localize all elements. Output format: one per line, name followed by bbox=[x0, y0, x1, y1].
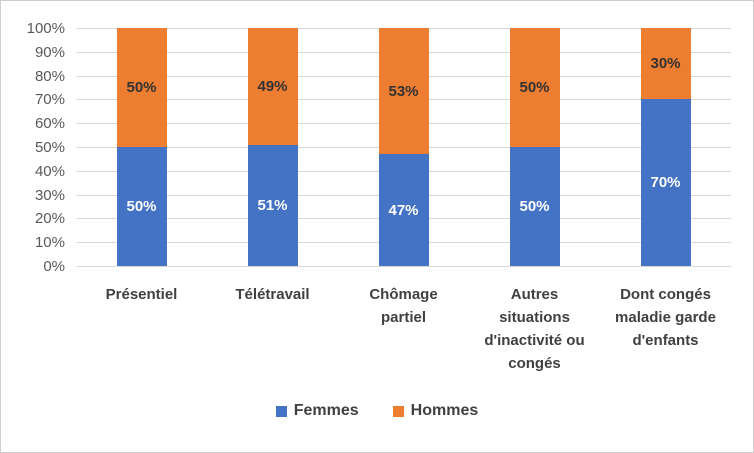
data-label: 30% bbox=[650, 55, 681, 73]
x-axis-category-label-line: Présentiel bbox=[105, 286, 178, 303]
y-axis-tick-label: 0% bbox=[43, 258, 65, 275]
x-axis-category-label: Autres situations d'inactivité ou congés bbox=[469, 283, 600, 375]
x-axis-category-label: Chômage partiel bbox=[338, 283, 469, 329]
bar-segment-hommes: 30% bbox=[640, 28, 691, 100]
bar-segment-hommes: 50% bbox=[116, 28, 167, 147]
legend: Femmes Hommes bbox=[1, 403, 753, 419]
x-axis-category-label-line: Télétravail bbox=[235, 286, 310, 303]
y-axis-tick-label: 40% bbox=[34, 162, 65, 180]
bar-2: 51% 49% bbox=[247, 28, 298, 266]
data-label: 70% bbox=[650, 174, 681, 192]
x-axis-category-label-line: d'enfants bbox=[632, 332, 699, 349]
x-axis-category-label-line: d'inactivité ou bbox=[484, 332, 585, 349]
data-label: 51% bbox=[257, 196, 288, 214]
x-axis-category-label: Télétravail bbox=[207, 283, 338, 306]
bar-segment-femmes: 50% bbox=[116, 147, 167, 266]
y-axis-tick-label: 70% bbox=[34, 91, 65, 109]
bar-3: 47% 53% bbox=[378, 28, 429, 266]
x-axis-category-label-line: Autres bbox=[510, 286, 559, 303]
data-label: 50% bbox=[126, 198, 157, 215]
data-label: 50% bbox=[519, 198, 550, 215]
data-label: 50% bbox=[126, 79, 157, 96]
bar-segment-femmes: 47% bbox=[378, 154, 429, 266]
x-axis-category-label-line: congés bbox=[508, 355, 561, 372]
y-axis-tick-label: 60% bbox=[34, 115, 65, 133]
x-axis-category-label: Dont congés maladie garde d'enfants bbox=[600, 283, 731, 352]
legend-swatch-icon bbox=[392, 405, 404, 417]
bar-segment-femmes: 50% bbox=[509, 147, 560, 266]
data-label: 53% bbox=[388, 82, 419, 100]
legend-item-hommes: Hommes bbox=[392, 402, 479, 419]
x-axis-category-label-line: Chômage bbox=[369, 286, 438, 303]
bar-segment-hommes: 49% bbox=[247, 28, 298, 145]
y-axis-tick-label: 100% bbox=[26, 20, 65, 37]
y-axis-tick-label: 50% bbox=[34, 139, 65, 156]
y-axis-tick-label: 10% bbox=[34, 234, 65, 252]
x-axis-category-label-line: situations bbox=[499, 309, 570, 326]
y-axis-tick-label: 80% bbox=[34, 67, 65, 85]
gridline bbox=[76, 266, 731, 267]
bar-segment-femmes: 70% bbox=[640, 99, 691, 266]
plot-area: 50% 50% 51% 49% 47% 53% 50% 50% 70% 30% bbox=[76, 28, 731, 267]
bar-1: 50% 50% bbox=[116, 28, 167, 266]
y-axis-tick-label: 90% bbox=[34, 43, 65, 61]
bar-segment-hommes: 50% bbox=[509, 28, 560, 147]
x-axis-category-label-line: maladie garde bbox=[615, 309, 716, 326]
x-axis-category-label-line: Dont congés bbox=[620, 286, 711, 303]
x-axis-category-label: Présentiel bbox=[76, 283, 207, 306]
bar-segment-hommes: 53% bbox=[378, 28, 429, 155]
legend-label: Hommes bbox=[410, 402, 479, 419]
legend-label: Femmes bbox=[293, 402, 359, 419]
data-label: 47% bbox=[388, 201, 419, 219]
bar-segment-femmes: 51% bbox=[247, 144, 298, 266]
x-axis-category-label-line: partiel bbox=[380, 309, 426, 326]
y-axis-tick-label: 20% bbox=[34, 210, 65, 228]
legend-swatch-icon bbox=[275, 405, 287, 417]
legend-item-femmes: Femmes bbox=[275, 402, 359, 419]
data-label: 49% bbox=[257, 77, 288, 95]
bar-4: 50% 50% bbox=[509, 28, 560, 266]
data-label: 50% bbox=[519, 79, 550, 96]
y-axis-tick-label: 30% bbox=[34, 186, 65, 204]
bar-5: 70% 30% bbox=[640, 28, 691, 266]
